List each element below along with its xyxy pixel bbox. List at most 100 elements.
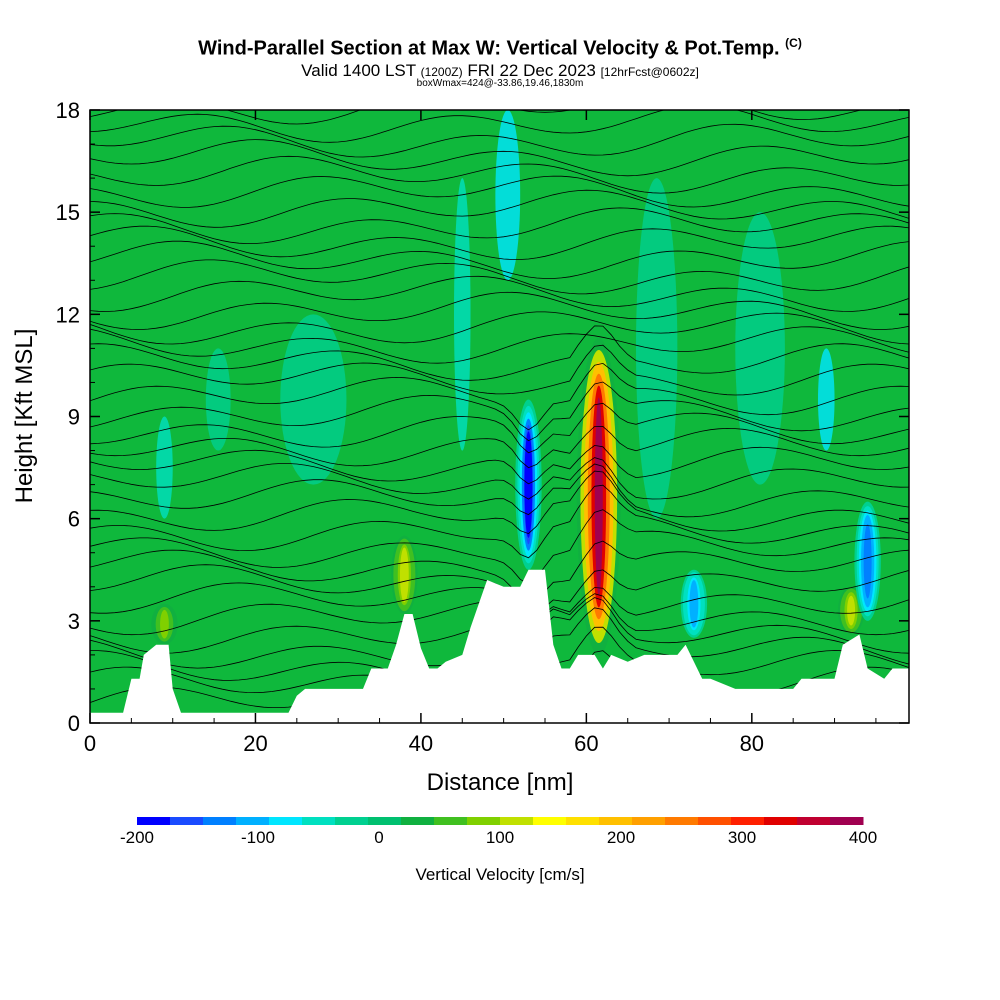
colorbar-swatch [698,817,732,825]
theta-contour [90,189,909,228]
colorbar-title: Vertical Velocity [cm/s] [415,865,584,884]
theta-contour [90,275,909,312]
theta-contour [90,402,909,454]
y-tick-label: 9 [68,405,80,430]
colorbar-tick-label: -100 [241,828,275,847]
theta-contour [90,110,909,143]
x-tick-label: 80 [740,731,764,756]
downdraft-core [524,431,533,538]
y-tick-label: 3 [68,609,80,634]
theta-contour [90,463,909,518]
theta-contour [90,457,909,500]
velocity-band [636,178,678,519]
chart-title-main: Wind-Parallel Section at Max W: Vertical… [198,37,780,60]
valid-utc: (1200Z) [420,65,463,79]
updraft-core [847,595,856,626]
theta-contour [90,311,909,345]
theta-contour [90,225,909,260]
y-tick-label: 0 [68,711,80,736]
velocity-band [454,178,471,451]
colorbar-tick-label: 0 [374,828,383,847]
y-axis-label: Height [Kft MSL] [11,329,38,504]
velocity-band [495,110,521,281]
colorbar-swatch [665,817,699,825]
theta-contour [90,344,909,396]
theta-contour [90,325,909,381]
theta-contour [90,444,909,485]
x-tick-label: 40 [409,731,433,756]
velocity-band [735,212,785,485]
colorbar-swatch [500,817,534,825]
colorbar-swatch [599,817,633,825]
colorbar-swatch [137,817,171,825]
y-tick-label: 6 [68,507,80,532]
valid-date: FRI 22 Dec 2023 [467,61,596,80]
terrain [90,569,909,723]
updraft-core [400,550,409,600]
colorbar-tick-label: -200 [120,828,154,847]
y-tick-label: 12 [56,302,80,327]
theta-contour [90,509,909,585]
theta-contour [90,110,863,125]
updraft-core [160,611,169,638]
theta-contour [90,425,909,469]
plot-area [90,110,909,723]
colorbar-swatch [830,817,864,825]
colorbar: -200 -100 0 100 200 300 400 [120,817,877,847]
colorbar-swatch [335,817,369,825]
theta-contour [90,291,909,331]
velocity-band [280,314,347,485]
x-tick-label: 20 [243,731,267,756]
colorbar-tick-label: 300 [728,828,756,847]
colorbar-swatch [632,817,666,825]
colorbar-swatch [764,817,798,825]
copyright-mark: (C) [785,36,802,50]
colorbar-swatch [566,817,600,825]
axes: 0 20 40 60 80 0 3 6 9 12 15 18 [56,98,909,756]
colorbar-swatch [797,817,831,825]
colorbar-swatch [302,817,336,825]
colorbar-swatch [434,817,468,825]
velocity-band [205,348,231,451]
theta-contour [90,259,909,295]
colorbar-tick-label: 100 [486,828,514,847]
updraft-core [594,397,603,596]
theta-contour [90,139,909,177]
theta-contour [90,240,909,279]
chart-subtitle: Valid 1400 LST (1200Z) FRI 22 Dec 2023 [… [0,61,1000,81]
x-axis-label: Distance [nm] [427,769,574,796]
downdraft-core [689,582,698,626]
colorbar-swatch [401,817,435,825]
velocity-band [818,348,835,451]
colorbar-swatch [731,817,765,825]
colorbar-swatch [236,817,270,825]
terrain-fill [90,569,909,723]
theta-contour [90,207,909,245]
colorbar-tick-label: 200 [607,828,635,847]
x-tick-label: 0 [84,731,96,756]
colorbar-swatch [368,817,402,825]
theta-contour [90,175,909,208]
theta-contour [90,381,909,442]
theta-contour [90,540,909,606]
theta-contour [90,362,909,431]
colorbar-swatch [203,817,237,825]
x-tick-label: 60 [574,731,598,756]
theta-contour [90,155,909,194]
y-tick-label: 15 [56,200,80,225]
colorbar-swatch [170,817,204,825]
forecast-label: [12hrFcst@0602z] [600,65,699,79]
chart-title: Wind-Parallel Section at Max W: Vertical… [0,36,1000,61]
theta-contour [90,123,909,158]
box-info: boxWmax=424@-33.86,19.46,1830m [416,78,584,89]
colorbar-swatch [533,817,567,825]
theta-contour [90,484,909,559]
y-tick-label: 18 [56,98,80,123]
theta-contour [90,326,909,364]
theta-contour [90,470,909,535]
colorbar-swatch [467,817,501,825]
colorbar-swatch [269,817,303,825]
downdraft-core [863,523,872,599]
valid-prefix: Valid 1400 LST [301,61,416,80]
